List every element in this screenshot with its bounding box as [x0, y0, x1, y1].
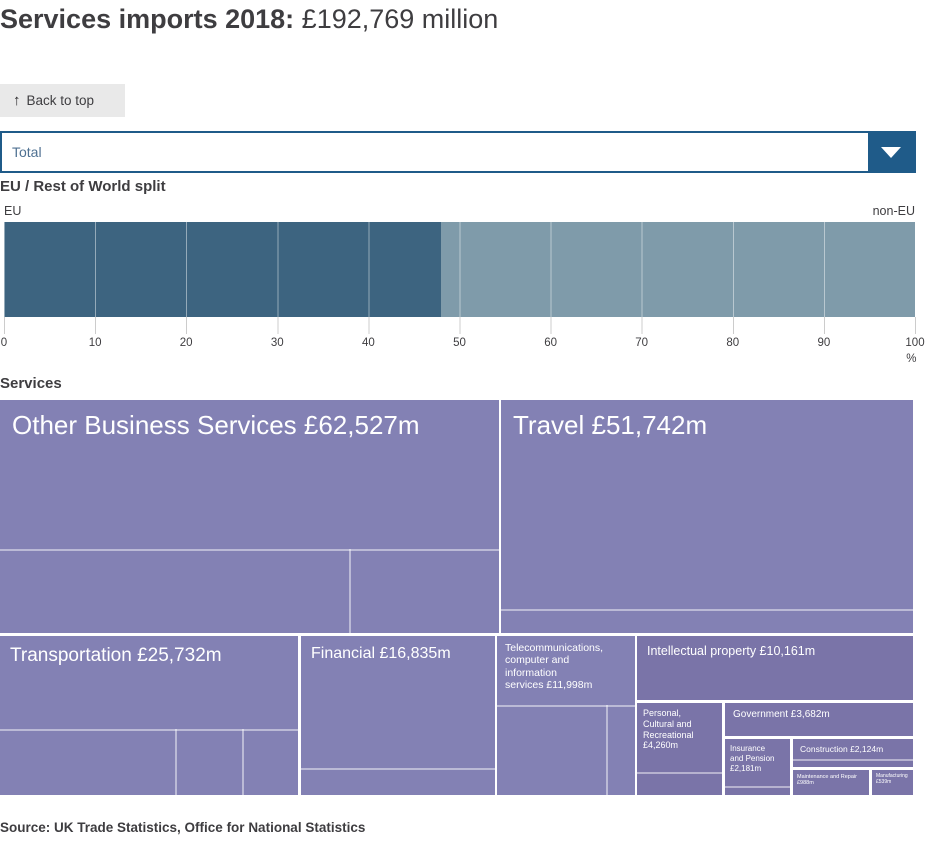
services-treemap: Other Business Services £62,527m Travel … [0, 400, 915, 795]
eu-split-heading: EU / Rest of World split [0, 178, 166, 195]
treemap-label: Personal, Cultural and Recreational £4,2… [643, 708, 694, 751]
cell-divider [501, 609, 913, 611]
dropdown-button[interactable] [868, 133, 914, 171]
axis-tick-10: 10 [88, 337, 102, 349]
cell-divider [637, 772, 722, 774]
treemap-label: Insurance and Pension £2,181m [730, 744, 775, 773]
treemap-label: Construction £2,124m [800, 744, 884, 754]
treemap-label: Telecommunications, computer and informa… [505, 642, 604, 692]
category-dropdown[interactable]: Total [0, 131, 916, 173]
non-eu-bar-segment[interactable] [441, 222, 915, 317]
axis-tick-70: 70 [635, 337, 649, 349]
treemap-label: Government £3,682m [733, 709, 830, 720]
axis-tick-100: 100 [905, 337, 925, 349]
services-heading: Services [0, 375, 62, 392]
cell-divider [606, 705, 608, 795]
axis-tick-20: 20 [179, 337, 193, 349]
treemap-block-maintenance-repair[interactable]: Maintenance and Repair £988m [793, 770, 869, 795]
chevron-down-icon [881, 146, 901, 158]
axis-tick-30: 30 [270, 337, 284, 349]
axis-tick-40: 40 [361, 337, 375, 349]
treemap-label: Transportation £25,732m [10, 645, 222, 666]
treemap-block-financial[interactable]: Financial £16,835m [301, 636, 495, 795]
cell-divider [0, 729, 298, 731]
page-title: Services imports 2018: £192,769 million [0, 4, 498, 35]
treemap-label: Financial £16,835m [311, 645, 451, 662]
page-title-value: £192,769 million [294, 4, 499, 34]
eu-bar-segment[interactable] [4, 222, 442, 317]
cell-divider [242, 729, 244, 795]
axis-tick-50: 50 [453, 337, 466, 349]
non-eu-label: non-EU [872, 204, 915, 218]
axis-tick-60: 60 [544, 337, 557, 349]
dropdown-selected-value: Total [12, 144, 42, 160]
axis-tick-80: 80 [726, 337, 740, 349]
cell-divider [0, 549, 499, 551]
axis-unit-label: % [906, 353, 917, 365]
page-title-bold: Services imports 2018: [0, 4, 295, 34]
axis-tick-90: 90 [817, 337, 831, 349]
cell-divider [725, 786, 790, 788]
bar-end-labels: EU non-EU [4, 204, 915, 218]
treemap-block-travel[interactable]: Travel £51,742m [501, 400, 913, 633]
treemap-block-personal-cultural-recreational[interactable]: Personal, Cultural and Recreational £4,2… [637, 703, 722, 795]
treemap-block-insurance-pension[interactable]: Insurance and Pension £2,181m [725, 739, 790, 795]
treemap-label: Maintenance and Repair £988m [797, 774, 857, 786]
treemap-block-telecommunications[interactable]: Telecommunications, computer and informa… [497, 636, 635, 795]
treemap-label: Travel £51,742m [513, 410, 708, 440]
cell-divider [793, 759, 913, 761]
source-attribution: Source: UK Trade Statistics, Office for … [0, 820, 366, 835]
treemap-block-manufacturing[interactable]: Manufacturing £539m [872, 770, 913, 795]
back-to-top-label: Back to top [26, 93, 95, 108]
cell-divider [349, 549, 351, 633]
back-to-top-button[interactable]: ↑ Back to top [0, 84, 125, 117]
up-arrow-icon: ↑ [13, 92, 21, 109]
cell-divider [301, 768, 495, 770]
treemap-label: Other Business Services £62,527m [12, 410, 420, 440]
treemap-block-construction[interactable]: Construction £2,124m [793, 739, 913, 767]
percentage-axis: 0 10 20 30 40 50 60 70 80 90 100 % [0, 337, 925, 369]
treemap-block-other-business-services[interactable]: Other Business Services £62,527m [0, 400, 499, 633]
treemap-block-government[interactable]: Government £3,682m [725, 703, 913, 736]
eu-split-bar [4, 222, 915, 317]
cell-divider [497, 705, 635, 707]
treemap-label: Manufacturing £539m [876, 773, 908, 785]
eu-label: EU [4, 204, 22, 218]
treemap-block-intellectual-property[interactable]: Intellectual property £10,161m [637, 636, 913, 700]
cell-divider [175, 729, 177, 795]
axis-tick-0: 0 [0, 337, 8, 349]
axis-tick-marks [4, 317, 916, 334]
treemap-block-transportation[interactable]: Transportation £25,732m [0, 636, 298, 795]
treemap-label: Intellectual property £10,161m [647, 644, 816, 658]
